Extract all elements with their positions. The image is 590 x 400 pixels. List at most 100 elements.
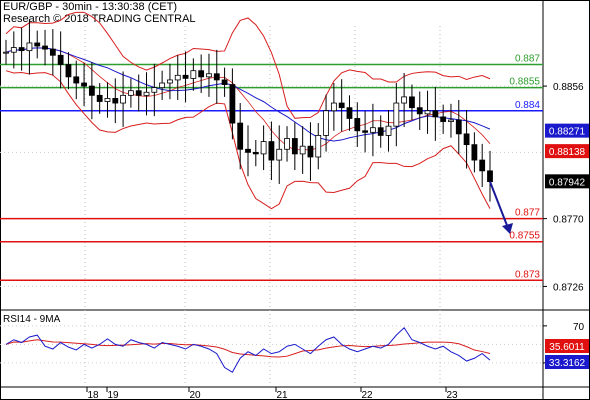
candle-body bbox=[213, 73, 220, 81]
candle-body bbox=[10, 47, 17, 53]
candle-body bbox=[307, 145, 314, 158]
candle-body bbox=[338, 102, 345, 109]
price-tick-label: 0.8856 bbox=[553, 82, 584, 93]
price-box bbox=[545, 174, 589, 189]
candle-body bbox=[81, 82, 87, 87]
candle-body bbox=[34, 42, 41, 47]
rsi-tick-label: 70 bbox=[573, 322, 585, 333]
candle-body bbox=[299, 145, 306, 155]
candle-body bbox=[393, 102, 400, 127]
candle-body bbox=[18, 47, 25, 52]
candle-body bbox=[323, 110, 329, 136]
candle-body bbox=[143, 91, 150, 96]
candle-body bbox=[88, 85, 95, 96]
candle-body bbox=[221, 79, 228, 85]
level-label: 0.887 bbox=[515, 54, 540, 65]
rsi-label: RSI14 - 9MA bbox=[3, 314, 61, 325]
candle-body bbox=[260, 141, 267, 155]
candle-body bbox=[479, 159, 486, 172]
candle-body bbox=[3, 51, 9, 54]
candle-body bbox=[245, 148, 251, 153]
candle-body bbox=[432, 110, 439, 118]
price-box bbox=[545, 144, 589, 159]
candle-body bbox=[362, 130, 368, 133]
candle-body bbox=[42, 45, 48, 50]
candle-body bbox=[401, 96, 408, 104]
level-label: 0.873 bbox=[515, 269, 540, 280]
candle-body bbox=[268, 141, 275, 161]
candle-body bbox=[385, 125, 392, 136]
candle-body bbox=[252, 151, 259, 155]
candle-body bbox=[104, 98, 111, 102]
time-tick-label: 18 bbox=[87, 390, 99, 400]
candle-body bbox=[135, 90, 142, 96]
price-box-label: 0.88138 bbox=[549, 147, 586, 158]
candle-body bbox=[440, 116, 447, 122]
rsi-box bbox=[545, 339, 589, 353]
candle-body bbox=[471, 144, 478, 161]
chart-subtitle: Research © 2018 TRADING CENTRAL bbox=[3, 13, 196, 25]
rsi-line bbox=[5, 326, 491, 373]
time-tick-label: 21 bbox=[276, 390, 288, 400]
candle-body bbox=[346, 107, 353, 119]
price-box-label: 0.88271 bbox=[549, 127, 586, 138]
moving-average bbox=[5, 47, 491, 142]
candle-body bbox=[65, 64, 72, 78]
time-tick-label: 23 bbox=[446, 390, 458, 400]
candle-body bbox=[377, 127, 384, 136]
candle-body bbox=[370, 127, 376, 133]
candle-body bbox=[276, 148, 283, 161]
candle-body bbox=[448, 119, 454, 122]
candle-body bbox=[112, 98, 119, 104]
candle-body bbox=[354, 118, 361, 132]
rsi-ma-line bbox=[5, 339, 491, 358]
time-tick-label: 20 bbox=[189, 390, 201, 400]
candle-body bbox=[229, 84, 236, 124]
price-tick-label: 0.8726 bbox=[553, 282, 584, 293]
candle-body bbox=[284, 138, 290, 150]
candle-body bbox=[463, 133, 470, 146]
candle-body bbox=[182, 74, 189, 79]
candle-body bbox=[487, 170, 493, 183]
rsi-box bbox=[545, 355, 589, 369]
candle-body bbox=[26, 42, 33, 52]
candle-body bbox=[96, 94, 103, 102]
candle-body bbox=[206, 73, 212, 78]
candle-body bbox=[409, 96, 415, 109]
candle-body bbox=[57, 54, 64, 65]
rsi-box-label: 35.6011 bbox=[549, 342, 585, 353]
candle-body bbox=[73, 76, 80, 84]
level-label: 0.8855 bbox=[509, 77, 540, 88]
candle-body bbox=[120, 94, 126, 104]
level-label: 0.8755 bbox=[509, 231, 540, 242]
candle-body bbox=[151, 87, 158, 93]
candle-body bbox=[167, 79, 173, 84]
candle-body bbox=[424, 110, 431, 115]
candle-body bbox=[455, 119, 462, 135]
candle-body bbox=[174, 74, 181, 81]
price-box-label: 0.87942 bbox=[549, 177, 586, 188]
level-label: 0.884 bbox=[515, 100, 540, 111]
time-tick-label: 22 bbox=[361, 390, 373, 400]
middle-band bbox=[5, 47, 491, 151]
price-box bbox=[545, 123, 589, 138]
candle-body bbox=[416, 107, 423, 115]
lower-band bbox=[5, 70, 491, 210]
candle-body bbox=[159, 82, 166, 89]
candle-body bbox=[128, 90, 134, 96]
time-tick-label: 19 bbox=[107, 390, 119, 400]
level-label: 0.877 bbox=[515, 208, 540, 219]
candle-body bbox=[198, 70, 205, 78]
forecast-arrow-head bbox=[502, 223, 513, 235]
candle-body bbox=[315, 135, 322, 158]
price-tick-label: 0.8770 bbox=[553, 215, 584, 226]
candle-body bbox=[237, 122, 244, 150]
upper-band bbox=[5, 11, 491, 119]
candle-body bbox=[49, 48, 56, 56]
rsi-box-label: 33.3162 bbox=[549, 358, 586, 369]
chart-title: EUR/GBP - 30min - 13:30:38 (CET) bbox=[3, 1, 178, 13]
forecast-arrow-line bbox=[489, 181, 509, 229]
candle-body bbox=[291, 138, 298, 155]
candle-body bbox=[330, 102, 337, 112]
